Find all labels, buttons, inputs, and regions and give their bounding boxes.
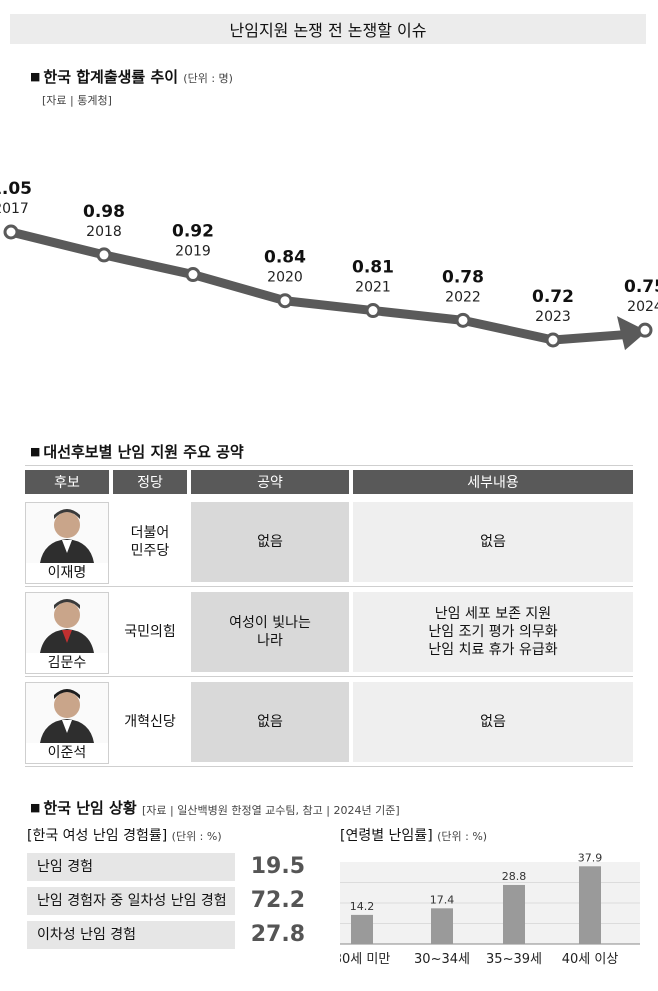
detail-cell: 난임 세포 보존 지원 난임 조기 평가 의무화 난임 치료 휴가 유급화 <box>353 592 633 672</box>
candidate-photo: 이재명 <box>25 502 109 584</box>
birth-rate-line-chart: 1.05 2017 0.98 2018 0.92 2019 0.84 2020 0.81 2021… <box>0 179 658 351</box>
data-label: 0.72 <box>532 287 574 307</box>
bar <box>503 884 525 944</box>
category-label: 40세 이상 <box>562 952 619 967</box>
x-tick-label: 2018 <box>86 224 122 240</box>
data-label: 0.84 <box>264 248 306 268</box>
data-label: 0.98 <box>83 202 125 222</box>
data-label: 17.4 <box>430 893 455 906</box>
bar <box>431 908 453 944</box>
age-heading-text: [연령별 난임률] <box>340 828 433 844</box>
birth-rate-source: [자료 | 통계청] <box>42 94 112 107</box>
data-point <box>637 322 653 338</box>
x-tick-label: 2024 <box>627 299 658 315</box>
age-heading: [연령별 난임률] (단위 : %) <box>340 825 487 845</box>
pledges-heading: ■ 대선후보별 난임 지원 주요 공약 <box>30 441 244 462</box>
data-point <box>277 293 293 309</box>
data-point <box>96 247 112 263</box>
party-cell: 더불어 민주당 <box>113 502 187 582</box>
data-point <box>545 332 561 348</box>
row-divider <box>25 586 633 587</box>
data-point <box>455 312 471 328</box>
stat-row: 이차성 난임 경험 27.8 <box>27 921 305 949</box>
category-label: 30~34세 <box>414 952 470 967</box>
x-tick-label: 2023 <box>535 309 571 325</box>
birth-rate-heading: ■ 한국 합계출생률 추이 (단위 : 명) <box>30 66 233 87</box>
table-bottom-rule <box>25 766 633 767</box>
data-point <box>3 224 19 240</box>
col-header-detail: 세부내용 <box>353 470 633 494</box>
pledge-cell: 없음 <box>191 682 349 762</box>
data-label: 0.81 <box>352 258 394 278</box>
col-header-pledge: 공약 <box>191 470 349 494</box>
col-header-candidate: 후보 <box>25 470 109 494</box>
birth-rate-title: 한국 합계출생률 추이 <box>43 68 179 86</box>
pledges-title: 대선후보별 난임 지원 주요 공약 <box>43 443 244 461</box>
stat-row: 난임 경험자 중 일차성 난임 경험 72.2 <box>27 887 305 915</box>
women-unit: (단위 : %) <box>171 830 222 843</box>
bar <box>351 914 373 944</box>
data-label: 14.2 <box>350 900 375 913</box>
bar <box>579 866 601 944</box>
women-heading-text: [한국 여성 난임 경험률] <box>27 828 168 844</box>
age-unit: (단위 : %) <box>437 830 488 843</box>
col-header-party: 정당 <box>113 470 187 494</box>
table-top-rule <box>25 465 633 466</box>
candidate-photo: 이준석 <box>25 682 109 764</box>
category-label: 35~39세 <box>486 952 542 967</box>
x-tick-label: 2021 <box>355 280 391 296</box>
data-label: 0.78 <box>442 267 484 287</box>
stat-label: 난임 경험자 중 일차성 난임 경험 <box>27 887 235 915</box>
stat-row: 난임 경험 19.5 <box>27 853 305 881</box>
data-label: 0.75 <box>624 277 658 297</box>
detail-cell: 없음 <box>353 682 633 762</box>
party-cell: 개혁신당 <box>113 682 187 762</box>
x-tick-label: 2020 <box>267 270 303 286</box>
portrait-image <box>40 689 94 743</box>
series-line-end <box>548 329 636 345</box>
square-bullet-icon: ■ <box>30 801 41 814</box>
x-tick-label: 2017 <box>0 201 29 217</box>
candidate-photo: 김문수 <box>25 592 109 674</box>
pledge-cell: 없음 <box>191 502 349 582</box>
data-label: 1.05 <box>0 179 32 199</box>
stat-value: 19.5 <box>250 854 305 879</box>
candidate-name: 김문수 <box>26 653 108 673</box>
row-divider <box>25 676 633 677</box>
age-bar-chart: 14.2 30세 미만 17.4 30~34세 28.8 35~39세 37.9 40세 이상 <box>340 851 640 967</box>
square-bullet-icon: ■ <box>30 445 41 458</box>
x-tick-label: 2022 <box>445 289 481 305</box>
women-heading: [한국 여성 난임 경험률] (단위 : %) <box>27 825 222 845</box>
data-point <box>185 267 201 283</box>
stat-label: 이차성 난임 경험 <box>27 921 235 949</box>
data-point <box>365 303 381 319</box>
data-label: 37.9 <box>578 851 603 864</box>
portrait-image <box>40 599 94 653</box>
infertility-heading: ■ 한국 난임 상황 <box>30 797 137 818</box>
title-bar: 난임지원 논쟁 전 논쟁할 이슈 <box>10 14 646 44</box>
x-tick-label: 2019 <box>175 244 211 260</box>
detail-cell: 없음 <box>353 502 633 582</box>
party-cell: 국민의힘 <box>113 592 187 672</box>
portrait-image <box>40 509 94 563</box>
birth-rate-unit: (단위 : 명) <box>183 72 233 85</box>
data-label: 0.92 <box>172 222 214 242</box>
data-label: 28.8 <box>502 870 527 883</box>
candidate-name: 이재명 <box>26 563 108 583</box>
arrow-head-icon <box>617 316 647 351</box>
page-title: 난임지원 논쟁 전 논쟁할 이슈 <box>229 21 427 40</box>
infertility-source: [자료 | 일산백병원 한정열 교수팀, 참고 | 2024년 기준] <box>142 804 400 817</box>
stat-value: 27.8 <box>250 922 305 947</box>
stat-value: 72.2 <box>250 888 305 913</box>
category-label: 30세 미만 <box>340 952 390 967</box>
candidate-name: 이준석 <box>26 743 108 763</box>
square-bullet-icon: ■ <box>30 70 41 83</box>
stat-label: 난임 경험 <box>27 853 235 881</box>
pledge-cell: 여성이 빛나는 나라 <box>191 592 349 672</box>
infertility-title: 한국 난임 상황 <box>43 799 137 817</box>
